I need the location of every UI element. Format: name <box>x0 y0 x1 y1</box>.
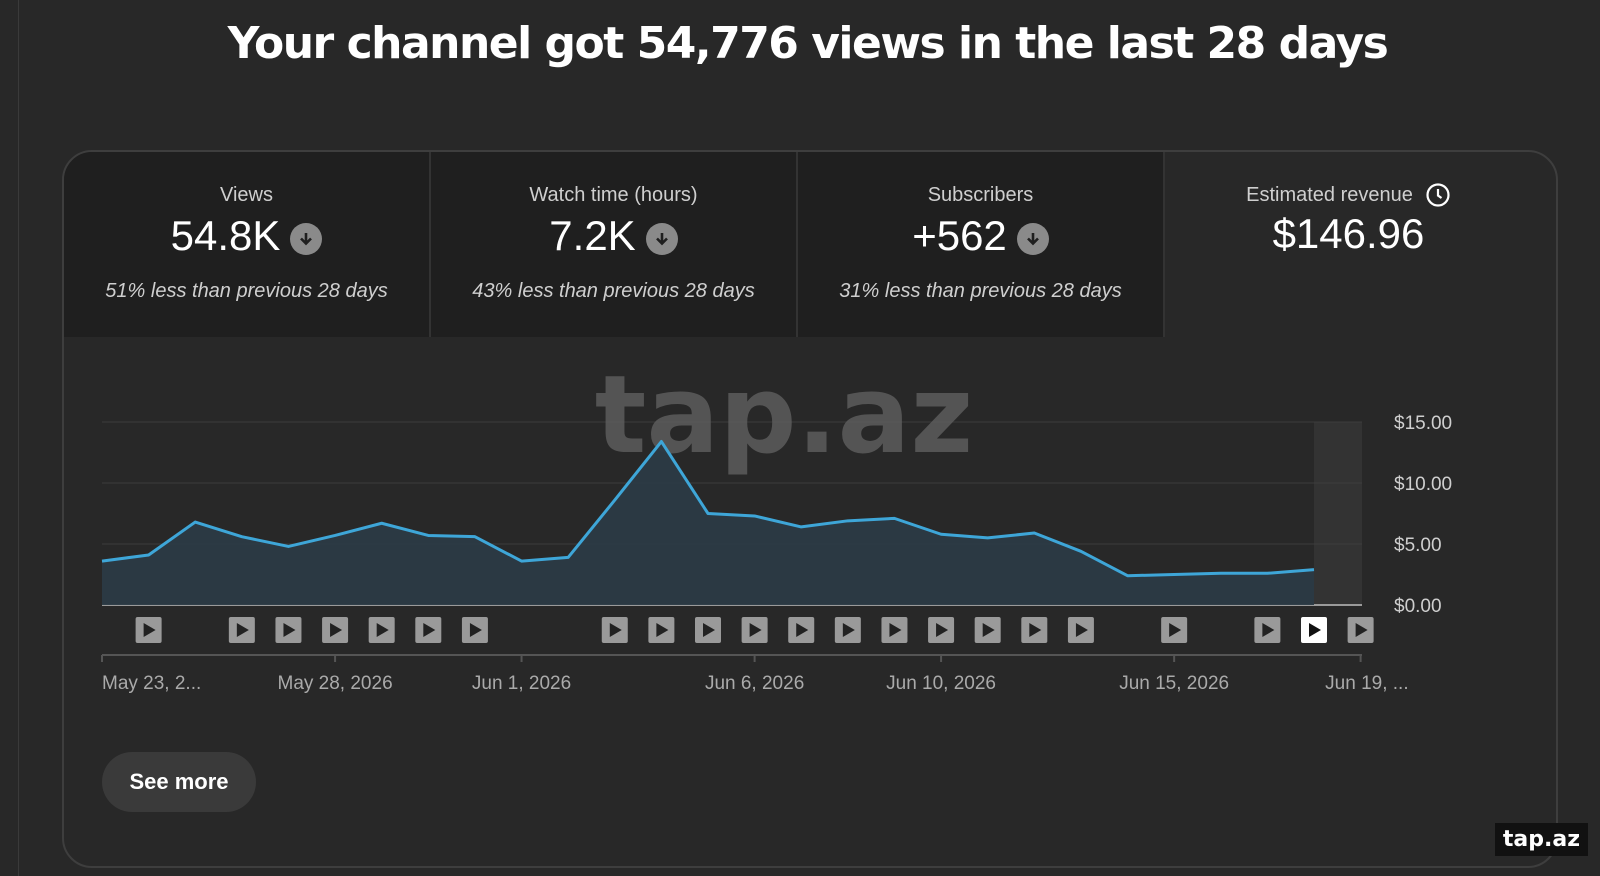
tab-subscribers[interactable]: Subscribers +562 31% less than previous … <box>798 152 1165 337</box>
video-play-icon[interactable] <box>834 617 861 643</box>
corner-brand-logo: tap.az <box>1494 823 1588 856</box>
video-play-icon[interactable] <box>601 617 628 643</box>
video-play-icon[interactable] <box>415 617 442 643</box>
video-play-icon[interactable] <box>1021 617 1048 643</box>
video-play-icon[interactable] <box>461 617 488 643</box>
tab-value: $146.96 <box>1272 210 1425 257</box>
video-play-icon[interactable] <box>1161 617 1188 643</box>
tab-value: 54.8K <box>170 212 281 259</box>
video-play-icon[interactable] <box>228 617 255 643</box>
revenue-line <box>101 440 1315 578</box>
x-tick-label: Jun 19, ... <box>1325 673 1408 694</box>
y-tick-label: $0.00 <box>1394 596 1442 617</box>
video-play-icon[interactable] <box>974 617 1001 643</box>
video-play-icon[interactable] <box>1254 617 1281 643</box>
see-more-button[interactable]: See more <box>102 752 256 812</box>
left-divider <box>18 0 19 876</box>
current-day-highlight <box>1314 422 1362 605</box>
tab-label: Subscribers <box>927 184 1034 206</box>
x-tick-label: Jun 6, 2026 <box>705 673 804 694</box>
video-play-icon[interactable] <box>368 617 395 643</box>
y-tick-label: $5.00 <box>1394 535 1442 556</box>
video-play-icon[interactable] <box>135 617 162 643</box>
tab-label: Views <box>220 184 273 206</box>
tab-comparison: 43% less than previous 28 days <box>472 280 755 302</box>
x-tick-label: May 23, 2... <box>102 673 201 694</box>
video-play-icon[interactable] <box>1067 617 1094 643</box>
video-play-icon[interactable] <box>275 617 302 643</box>
tab-label: Watch time (hours) <box>529 184 698 206</box>
video-play-icon[interactable] <box>695 617 721 643</box>
tab-value: +562 <box>912 212 1007 259</box>
arrow-down-icon <box>645 223 678 255</box>
video-play-icon[interactable] <box>881 617 908 643</box>
tab-comparison: 51% less than previous 28 days <box>105 280 388 302</box>
video-play-icon[interactable] <box>741 617 768 643</box>
x-tick-label: May 28, 2026 <box>278 673 393 694</box>
tab-label: Estimated revenue <box>1246 183 1413 206</box>
analytics-card: Views 54.8K 51% less than previous 28 da… <box>62 150 1558 868</box>
y-tick-label: $15.00 <box>1394 413 1452 434</box>
arrow-down-icon <box>1016 223 1049 255</box>
metric-tabs: Views 54.8K 51% less than previous 28 da… <box>64 152 1556 337</box>
x-tick-label: Jun 15, 2026 <box>1119 673 1229 694</box>
tab-views[interactable]: Views 54.8K 51% less than previous 28 da… <box>64 152 431 337</box>
tab-estimated-revenue[interactable]: Estimated revenue $146.96 <box>1165 152 1532 337</box>
video-play-icon[interactable] <box>788 617 815 643</box>
page-headline: Your channel got 54,776 views in the las… <box>227 18 1389 69</box>
y-tick-label: $10.00 <box>1394 474 1452 495</box>
arrow-down-icon <box>290 223 323 255</box>
video-play-icon[interactable] <box>648 617 675 643</box>
video-play-icon[interactable] <box>322 617 349 643</box>
video-play-icon[interactable] <box>1347 617 1374 643</box>
tab-value: 7.2K <box>549 212 636 259</box>
x-tick-label: Jun 1, 2026 <box>472 673 571 694</box>
video-play-icon[interactable] <box>1301 617 1327 643</box>
area-fill <box>102 441 1314 605</box>
tab-comparison: 31% less than previous 28 days <box>839 280 1122 302</box>
tab-watch-time[interactable]: Watch time (hours) 7.2K 43% less than pr… <box>431 152 798 337</box>
x-tick-label: Jun 10, 2026 <box>886 673 996 694</box>
clock-icon[interactable] <box>1425 182 1451 208</box>
video-play-icon[interactable] <box>928 617 955 643</box>
